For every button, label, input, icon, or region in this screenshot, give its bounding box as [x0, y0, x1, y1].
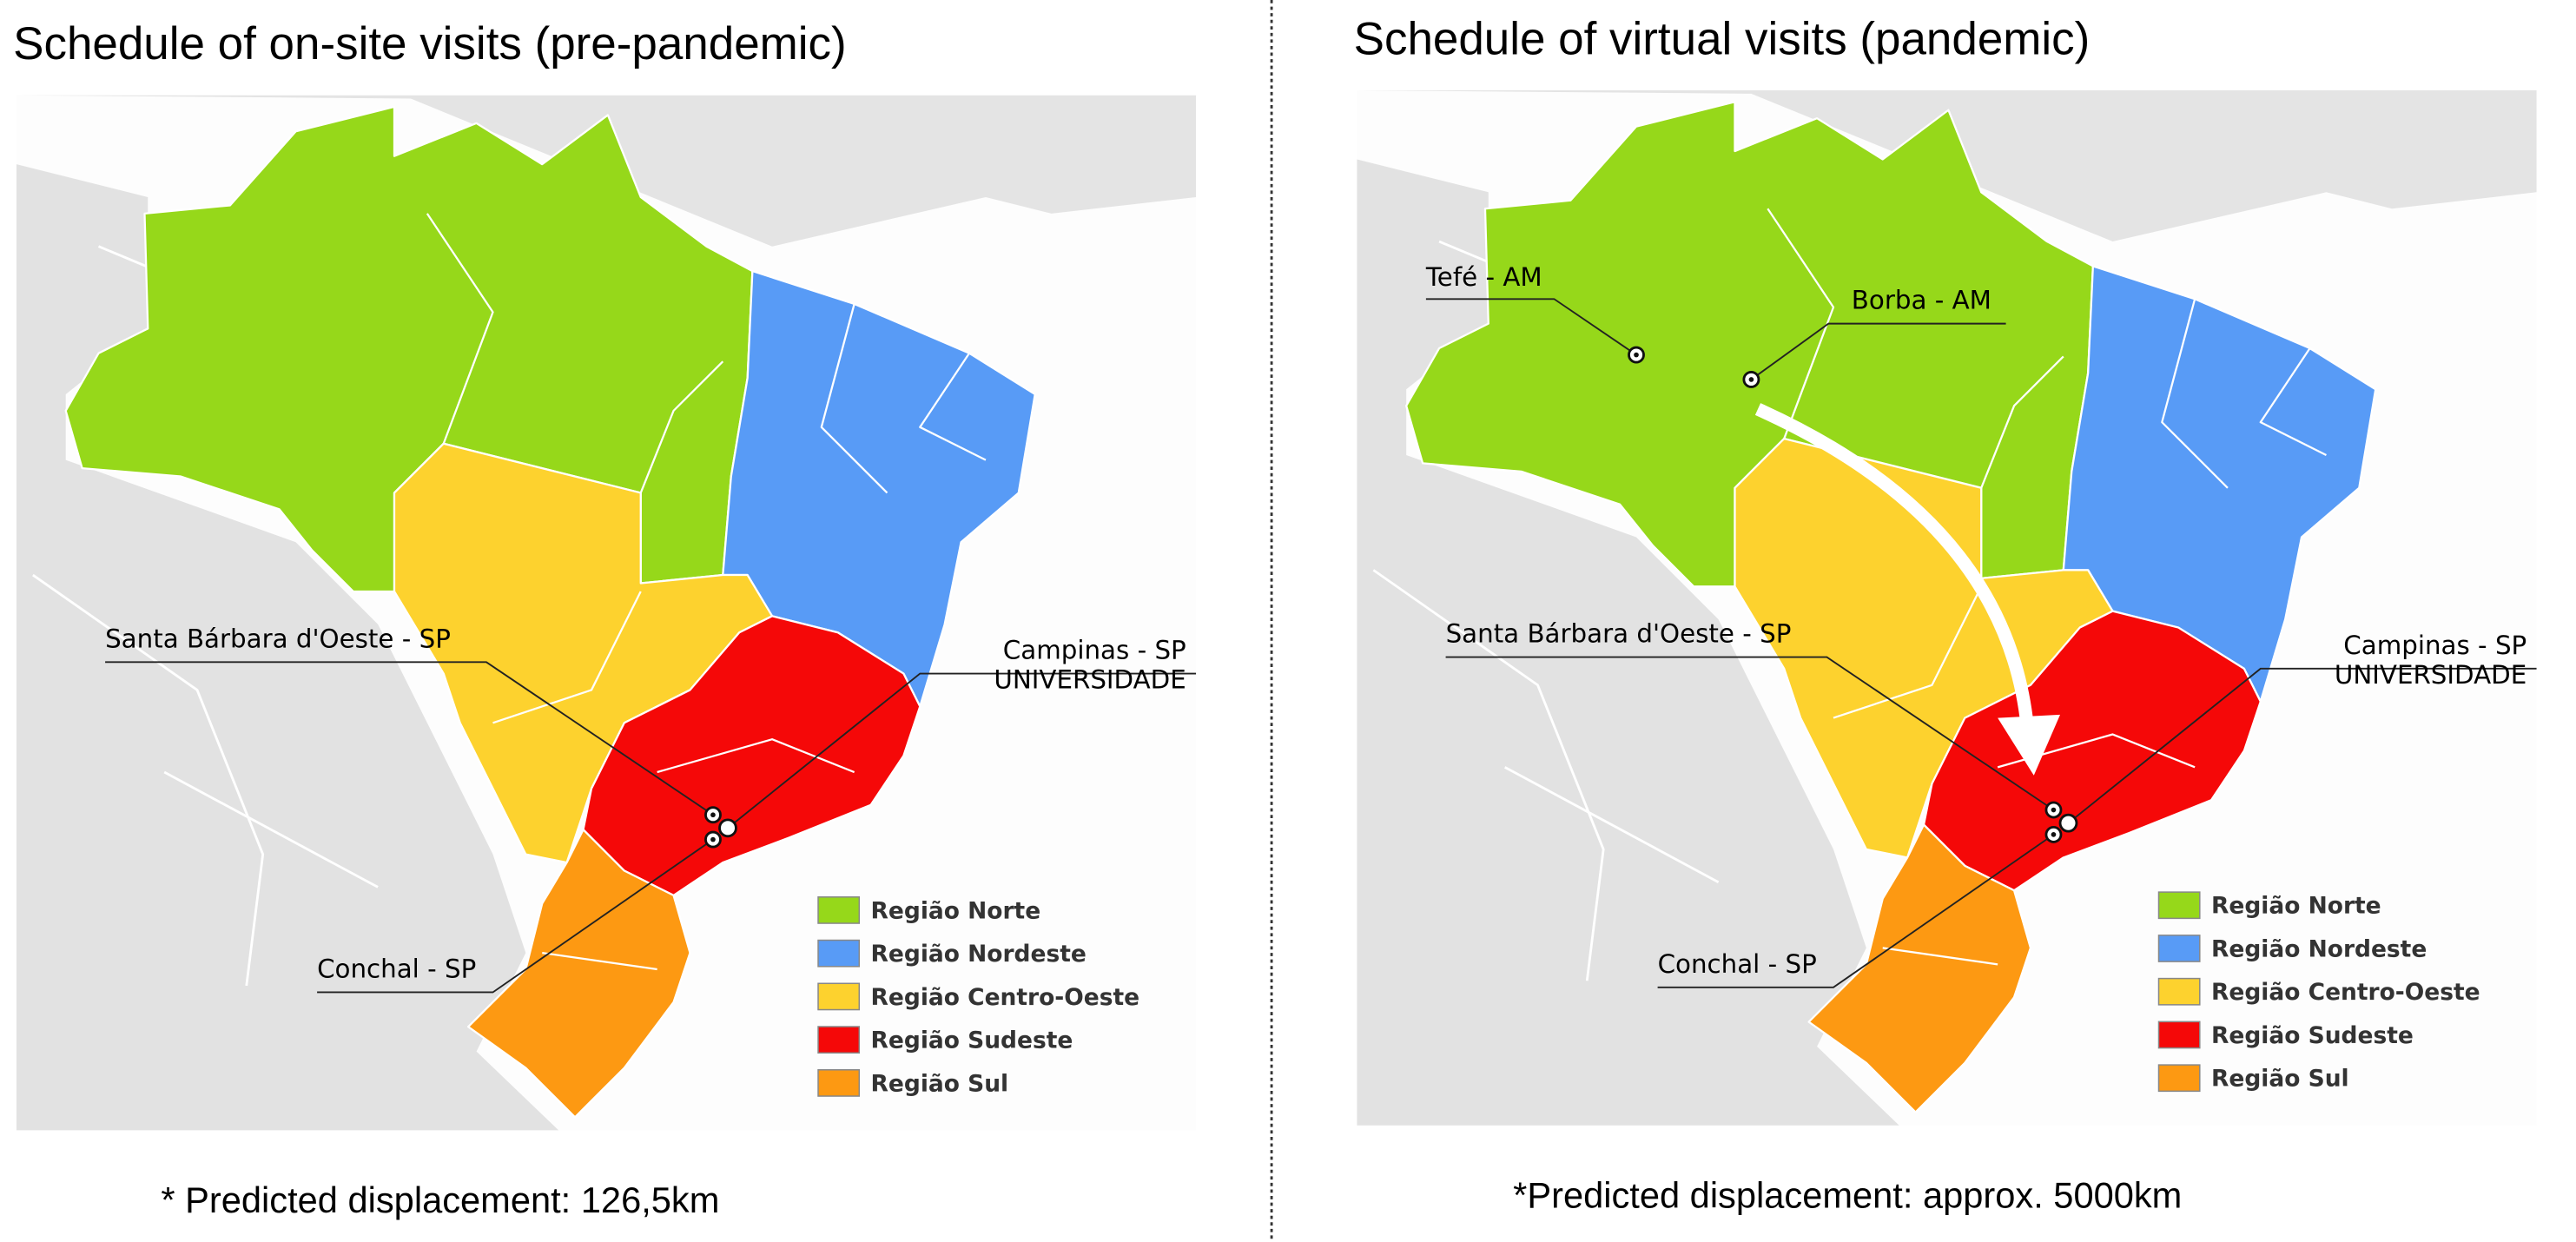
legend-swatch	[817, 982, 861, 1011]
legend-swatch	[817, 896, 861, 924]
legend-label: Região Norte	[871, 897, 1041, 924]
legend-swatch	[2157, 977, 2201, 1006]
place-sublabel: UNIVERSIDADE	[994, 665, 1186, 695]
place-marker-center	[710, 836, 716, 842]
place-label: Santa Bárbara d'Oeste - SP	[105, 624, 451, 653]
footnote: * Predicted displacement: 126,5km	[161, 1179, 719, 1220]
arrow-head	[1998, 714, 2061, 776]
legend-swatch	[2157, 1064, 2201, 1093]
legend-swatch	[2157, 891, 2201, 920]
place-marker	[718, 818, 737, 838]
place-label: Tefé - AM	[1425, 262, 1542, 292]
legend-label: Região Nordeste	[2211, 935, 2427, 962]
leader-line	[1657, 834, 2054, 988]
panels: Schedule of on-site visits (pre-pandemic…	[13, 13, 2538, 1220]
route-arrow	[1754, 403, 2034, 727]
leader-line	[317, 838, 714, 994]
leader-line	[1750, 322, 2006, 380]
leader-line	[727, 672, 1197, 829]
legend-label: Região Sul	[2211, 1066, 2349, 1093]
legend-swatch	[2157, 935, 2201, 962]
map	[15, 94, 1198, 1132]
place-label: Campinas - SP	[1003, 636, 1186, 665]
panel: Schedule of virtual visits (pandemic) Tef…	[1354, 13, 2538, 1215]
map	[1356, 89, 2538, 1127]
panel-title: Schedule of virtual visits (pandemic)	[1354, 13, 2091, 64]
place-marker-center	[710, 812, 716, 818]
legend-label: Região Sudeste	[2211, 1022, 2414, 1049]
place-label: Santa Bárbara d'Oeste - SP	[1446, 619, 1792, 649]
leader-line	[105, 661, 714, 816]
legend-label: Região Centro-Oeste	[871, 984, 1140, 1011]
place-marker-center	[1748, 377, 1754, 382]
place-label: Borba - AM	[1852, 286, 1991, 315]
legend-swatch	[817, 1026, 861, 1054]
legend-label: Região Sudeste	[871, 1027, 1073, 1054]
place-sublabel: UNIVERSIDADE	[2335, 660, 2526, 690]
legend-swatch	[817, 939, 861, 968]
panel-title: Schedule of on-site visits (pre-pandemic…	[13, 18, 846, 69]
place-marker-center	[2051, 832, 2057, 837]
place-marker	[2058, 813, 2078, 833]
place-marker-center	[1634, 352, 1639, 358]
leader-line	[2067, 667, 2537, 824]
place-label: Conchal - SP	[1658, 949, 1817, 979]
legend-label: Região Centro-Oeste	[2211, 979, 2480, 1006]
legend-label: Região Sul	[871, 1070, 1009, 1097]
legend-label: Região Norte	[2211, 893, 2381, 920]
legend-label: Região Nordeste	[871, 941, 1087, 968]
leader-line	[1425, 298, 1637, 356]
panel: Schedule of on-site visits (pre-pandemic…	[13, 18, 1198, 1220]
place-marker-center	[2051, 807, 2057, 813]
legend-swatch	[817, 1069, 861, 1097]
place-label: Conchal - SP	[317, 954, 476, 983]
footnote: *Predicted displacement: approx. 5000km	[1513, 1174, 2182, 1215]
legend-swatch	[2157, 1021, 2201, 1049]
place-label: Campinas - SP	[2343, 631, 2526, 660]
leader-line	[1445, 656, 2054, 811]
